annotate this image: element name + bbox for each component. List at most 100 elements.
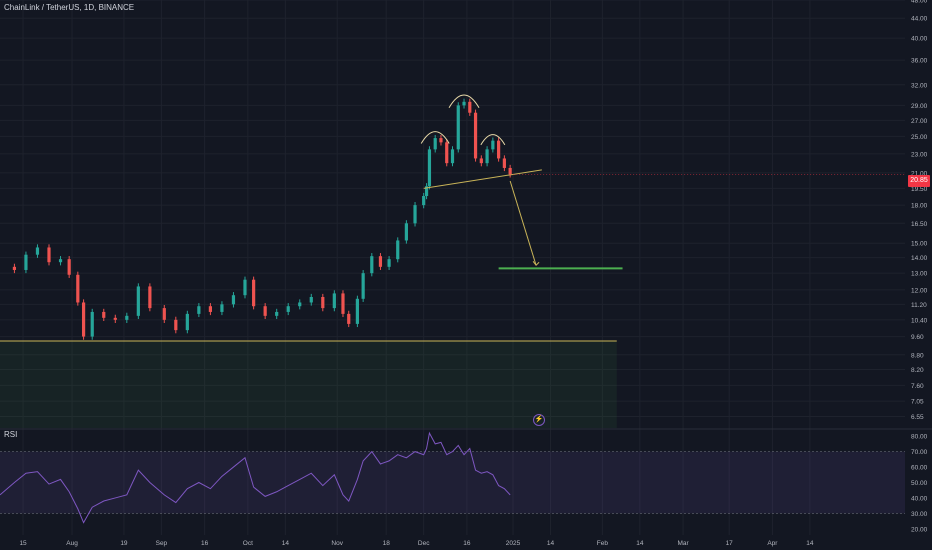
- candle-body: [456, 105, 460, 150]
- rsi-tick-label: 30.00: [911, 511, 928, 518]
- time-tick-label: Mar: [677, 540, 689, 547]
- rsi-tick-label: 50.00: [911, 480, 928, 487]
- candle-body: [341, 293, 345, 314]
- price-tick-label: 13.00: [911, 271, 928, 278]
- lightning-icon[interactable]: ⚡: [533, 414, 545, 426]
- price-tick-label: 29.00: [911, 103, 928, 110]
- candle-body: [502, 158, 506, 168]
- price-tick-label: 40.00: [911, 36, 928, 43]
- candle-body: [275, 311, 279, 316]
- candle-body: [497, 140, 501, 159]
- candle-body: [286, 306, 290, 312]
- candle-body: [508, 167, 512, 175]
- time-tick-label: 15: [19, 540, 27, 547]
- time-tick-label: 18: [383, 540, 391, 547]
- candle-body: [197, 306, 201, 314]
- candle-body: [491, 140, 495, 150]
- candle-body: [450, 149, 455, 164]
- price-tick-label: 16.50: [911, 221, 928, 228]
- price-tick-label: 6.55: [911, 414, 924, 421]
- support-zone: [0, 340, 617, 428]
- time-tick-label: Oct: [243, 540, 253, 547]
- candle-body: [427, 149, 432, 187]
- candle-body: [125, 315, 129, 320]
- time-tick-label: 14: [806, 540, 814, 547]
- candle-body: [136, 286, 140, 316]
- price-tick-label: 11.20: [911, 302, 927, 309]
- time-tick-label: 16: [463, 540, 471, 547]
- candle-body: [208, 306, 212, 312]
- price-tick-label: 10.40: [911, 317, 928, 324]
- candle-body: [433, 138, 437, 150]
- price-tick-label: 21.00: [911, 170, 928, 177]
- candle-body: [355, 298, 359, 324]
- rsi-line: [0, 431, 511, 524]
- candle-body: [321, 296, 325, 309]
- time-tick-label: Aug: [66, 540, 78, 547]
- last-price-badge: 20.85: [908, 175, 930, 187]
- price-tick-label: 23.00: [911, 151, 928, 158]
- neckline: [423, 169, 542, 189]
- candle-body: [347, 313, 351, 324]
- head-and-shoulders-arcs: [420, 94, 506, 146]
- candle-body: [370, 256, 374, 274]
- candle-body: [332, 293, 336, 309]
- price-tick-label: 18.00: [911, 203, 928, 210]
- price-tick-label: 15.00: [911, 241, 928, 248]
- time-tick-label: Nov: [331, 540, 343, 547]
- price-tick-label: 48.00: [911, 0, 928, 5]
- price-axis[interactable]: 48.00 44.00 40.00 36.00 32.00 29.00 27.00 25.00…: [911, 0, 928, 421]
- candle-body: [81, 302, 86, 337]
- projection-arrowhead: [532, 260, 540, 267]
- candle-body: [263, 306, 267, 316]
- price-tick-label: 27.00: [911, 118, 928, 125]
- price-tick-label: 8.20: [911, 367, 924, 374]
- rsi-band: [0, 451, 905, 514]
- projection-arrow: [509, 180, 537, 266]
- time-tick-label: Apr: [767, 540, 778, 547]
- time-tick-label: Sep: [156, 540, 168, 547]
- price-tick-label: 8.80: [911, 352, 924, 359]
- rsi-axis[interactable]: 80.00 70.00 60.00 50.00 40.00 30.00 20.00: [911, 434, 928, 534]
- candle-body: [445, 142, 449, 164]
- rsi-tick-label: 80.00: [911, 434, 928, 441]
- candle-body: [387, 259, 391, 267]
- price-tick-label: 14.00: [911, 255, 928, 262]
- candle-body: [35, 247, 40, 255]
- time-tick-label: 14: [636, 540, 644, 547]
- candle-body: [424, 186, 429, 197]
- candle-body: [468, 101, 472, 113]
- rsi-tick-label: 70.00: [911, 449, 928, 456]
- price-tick-label: 32.00: [911, 82, 928, 89]
- rsi-tick-label: 20.00: [911, 526, 928, 533]
- candle-body: [113, 317, 117, 320]
- time-tick-label: 2025: [506, 540, 521, 547]
- time-tick-label: Feb: [597, 540, 609, 547]
- candle-body: [413, 205, 417, 224]
- pattern-arc: [480, 134, 506, 146]
- price-tick-label: 44.00: [911, 16, 928, 23]
- candle-body: [12, 266, 17, 270]
- price-tick-label: 12.00: [911, 287, 928, 294]
- candle-body: [231, 295, 236, 305]
- candle-body: [24, 254, 28, 270]
- candle-body: [298, 302, 302, 307]
- price-tick-label: 36.00: [911, 58, 928, 65]
- price-tick-label: 7.05: [911, 399, 924, 406]
- candle-body: [485, 149, 489, 164]
- pattern-arc: [420, 131, 450, 144]
- candle-body: [462, 101, 466, 106]
- candle-body: [220, 304, 224, 312]
- candle-body: [479, 158, 483, 164]
- candle-body: [361, 273, 365, 299]
- rsi-label: RSI: [4, 430, 18, 439]
- candle-body: [102, 311, 106, 318]
- candle-body: [378, 256, 383, 267]
- candle-body: [185, 313, 189, 331]
- time-tick-label: 19: [120, 540, 128, 547]
- time-axis[interactable]: 15 Aug 19 Sep 16 Oct 14 Nov 18 Dec 16 2025 14 Feb 14 Ma…: [19, 540, 813, 547]
- candle-body: [309, 296, 313, 303]
- time-tick-label: 17: [726, 540, 734, 547]
- candle-body: [439, 138, 443, 143]
